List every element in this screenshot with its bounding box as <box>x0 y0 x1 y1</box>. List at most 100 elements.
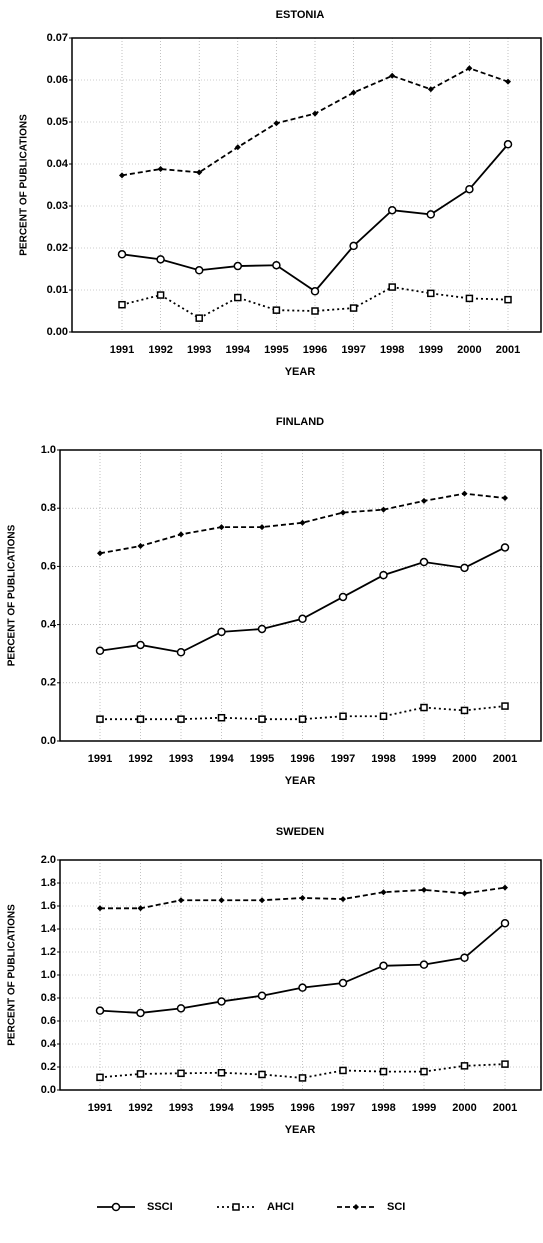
marker-square <box>217 1069 226 1077</box>
marker-square <box>504 295 512 304</box>
marker-square <box>195 314 203 322</box>
x-tick-label: 1997 <box>331 1102 355 1114</box>
y-tick-label: 0.05 <box>47 116 68 128</box>
marker-diamond <box>97 905 103 912</box>
marker-diamond <box>389 72 396 79</box>
marker-square <box>118 300 126 309</box>
marker-diamond <box>259 524 265 531</box>
x-tick-label: 1999 <box>412 753 436 765</box>
marker-circle <box>338 978 348 988</box>
x-axis-label: YEAR <box>285 1124 316 1136</box>
marker-square <box>232 1203 240 1211</box>
y-axis-label: PERCENT OF PUBLICATIONS <box>19 114 30 256</box>
marker-square <box>258 1070 266 1079</box>
x-tick-label: 1994 <box>226 344 251 356</box>
y-tick-label: 0.4 <box>41 619 57 631</box>
marker-circle <box>136 640 145 650</box>
marker-diamond <box>234 144 241 151</box>
marker-diamond <box>380 506 387 513</box>
y-axis-label: PERCENT OF PUBLICATIONS <box>7 524 18 666</box>
x-tick-label: 2000 <box>452 753 476 765</box>
y-tick-label: 1.8 <box>41 877 56 889</box>
marker-square <box>420 1067 428 1076</box>
y-tick-label: 1.0 <box>41 444 56 456</box>
marker-square <box>339 712 347 721</box>
marker-diamond <box>119 172 125 179</box>
marker-square <box>217 713 226 722</box>
marker-circle <box>298 614 307 624</box>
marker-square <box>136 1070 145 1078</box>
marker-diamond <box>350 89 357 96</box>
marker-circle <box>387 205 397 215</box>
marker-diamond <box>273 120 280 127</box>
marker-circle <box>176 1004 186 1013</box>
x-tick-label: 1992 <box>148 344 172 356</box>
marker-square <box>339 1066 347 1075</box>
y-tick-label: 0.02 <box>47 242 68 254</box>
marker-square <box>427 289 435 298</box>
x-tick-label: 2001 <box>493 753 517 765</box>
marker-diamond <box>218 524 225 531</box>
marker-diamond <box>259 897 265 904</box>
marker-circle <box>217 627 226 637</box>
marker-circle <box>503 140 513 149</box>
x-tick-label: 1994 <box>209 1102 234 1114</box>
legend-label: SSCI <box>147 1201 173 1213</box>
x-tick-label: 1998 <box>380 344 404 356</box>
marker-square <box>311 307 319 315</box>
marker-square <box>420 703 428 712</box>
x-tick-label: 1996 <box>290 753 314 765</box>
x-tick-label: 1995 <box>264 344 288 356</box>
marker-diamond <box>299 894 306 901</box>
marker-circle <box>156 255 165 264</box>
marker-square <box>465 294 474 303</box>
y-tick-label: 0.2 <box>41 677 56 689</box>
marker-circle <box>176 647 186 657</box>
y-tick-label: 0.04 <box>47 158 69 170</box>
x-tick-label: 1999 <box>419 344 443 356</box>
marker-diamond <box>427 86 434 93</box>
marker-circle <box>338 592 348 602</box>
y-tick-label: 0.2 <box>41 1061 56 1073</box>
x-tick-label: 2000 <box>452 1102 476 1114</box>
y-tick-label: 0.06 <box>47 74 68 86</box>
marker-square <box>272 306 281 314</box>
y-tick-label: 0.01 <box>47 284 68 296</box>
marker-circle <box>257 991 267 1000</box>
marker-circle <box>460 953 469 962</box>
x-tick-label: 1995 <box>250 1102 274 1114</box>
marker-circle <box>257 624 267 634</box>
marker-circle <box>117 250 127 259</box>
x-tick-label: 1991 <box>110 344 134 356</box>
plot-frame <box>71 37 542 333</box>
x-tick-label: 1991 <box>88 753 112 765</box>
marker-diamond <box>502 884 508 891</box>
marker-square <box>460 1062 469 1070</box>
y-tick-label: 0.03 <box>47 200 68 212</box>
marker-square <box>298 715 307 723</box>
marker-square <box>349 304 358 312</box>
x-tick-label: 1998 <box>371 1102 395 1114</box>
x-axis-label: YEAR <box>285 366 316 378</box>
marker-diamond <box>421 497 427 504</box>
marker-circle <box>379 570 388 580</box>
marker-diamond <box>421 886 427 893</box>
y-tick-label: 1.4 <box>41 923 57 935</box>
marker-diamond <box>461 890 468 897</box>
marker-circle <box>233 261 243 271</box>
marker-circle <box>426 210 436 219</box>
x-tick-label: 1994 <box>209 753 234 765</box>
marker-square <box>298 1074 307 1082</box>
marker-circle <box>310 287 320 296</box>
marker-square <box>96 1073 104 1082</box>
x-tick-label: 1999 <box>412 1102 436 1114</box>
marker-square <box>156 291 165 299</box>
x-tick-label: 1997 <box>341 344 365 356</box>
x-tick-label: 1996 <box>290 1102 314 1114</box>
x-tick-label: 2001 <box>496 344 520 356</box>
y-axis-label: PERCENT OF PUBLICATIONS <box>7 904 18 1046</box>
chart-title: SWEDEN <box>276 826 324 838</box>
marker-circle <box>217 997 226 1006</box>
marker-diamond <box>505 78 511 85</box>
marker-square <box>501 702 509 710</box>
